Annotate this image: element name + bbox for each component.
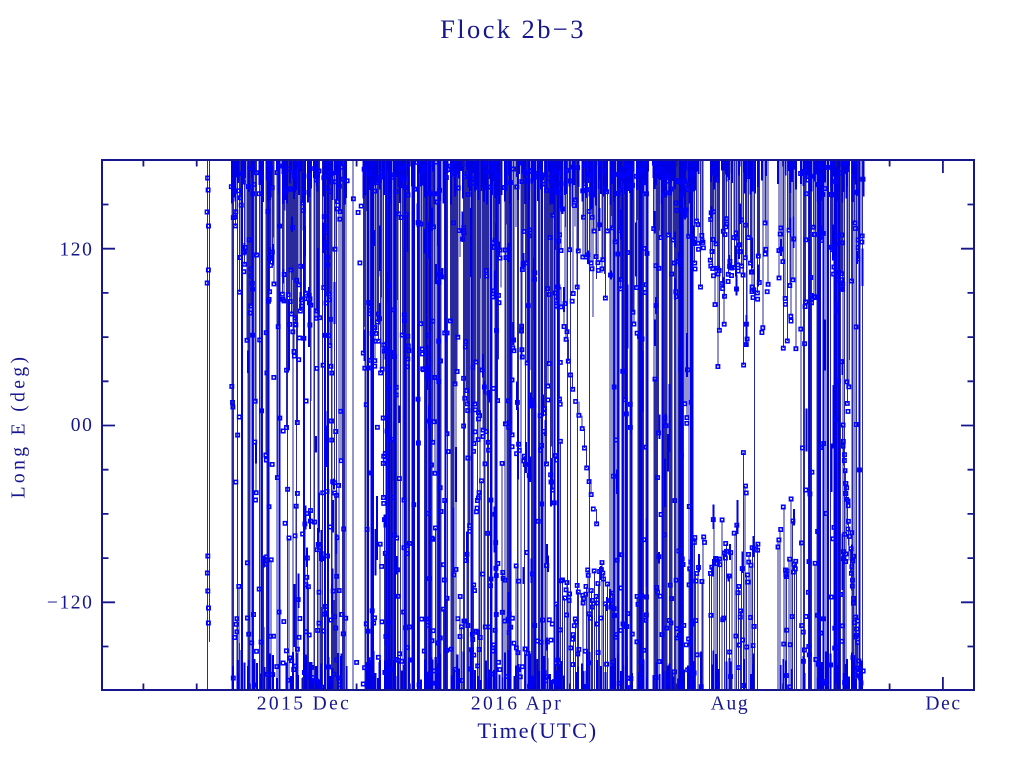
svg-text:Aug: Aug [711, 694, 749, 715]
svg-text:Dec: Dec [925, 694, 961, 715]
svg-text:Time(UTC): Time(UTC) [477, 718, 597, 743]
svg-text:120: 120 [59, 240, 93, 261]
svg-text:−120: −120 [47, 593, 94, 614]
svg-text:00: 00 [71, 415, 94, 436]
svg-text:2015 Dec: 2015 Dec [257, 694, 351, 715]
svg-text:Flock 2b−3: Flock 2b−3 [440, 14, 586, 44]
svg-text:2016 Apr: 2016 Apr [471, 694, 563, 715]
svg-text:Long E (deg): Long E (deg) [9, 354, 30, 499]
